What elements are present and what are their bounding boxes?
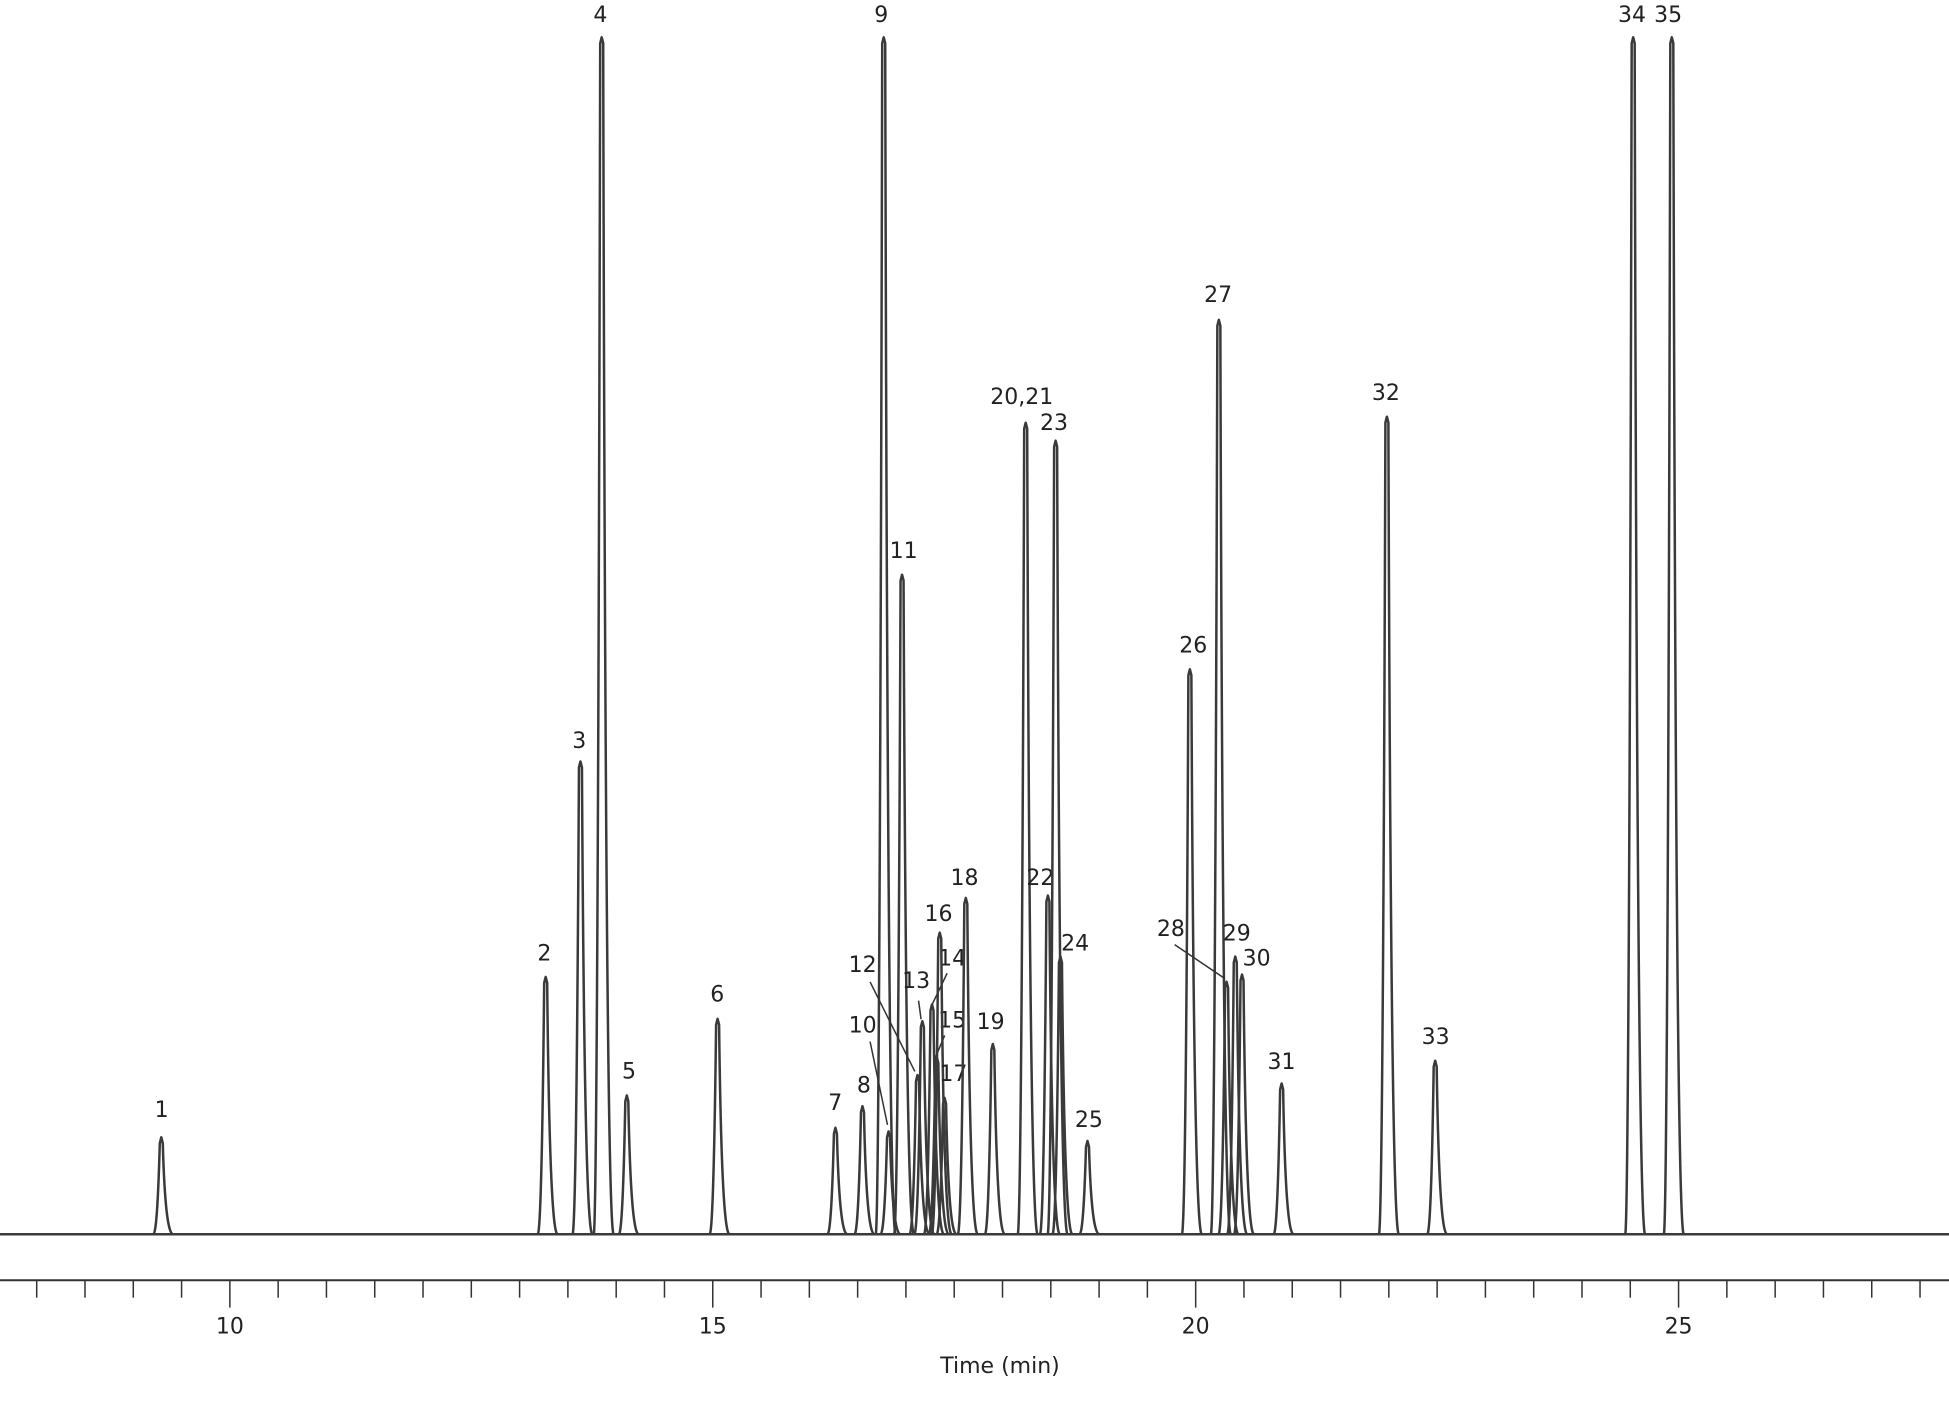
peak — [536, 975, 559, 1236]
peak-label: 13 — [902, 969, 930, 994]
peak-label: 20,21 — [990, 385, 1053, 410]
peak-label: 12 — [849, 953, 877, 978]
peak — [956, 896, 980, 1236]
leader-line — [931, 972, 948, 1005]
peak-label: 32 — [1372, 381, 1400, 406]
peak-label: 14 — [938, 947, 966, 972]
peak-label: 22 — [1026, 866, 1054, 891]
peak-label: 26 — [1179, 633, 1207, 658]
peak-label: 27 — [1204, 283, 1232, 308]
peak — [935, 1096, 958, 1236]
peak — [152, 1136, 174, 1236]
peak-label: 10 — [849, 1014, 877, 1039]
peak — [1078, 1139, 1101, 1236]
peak-label: 4 — [593, 3, 607, 28]
peak-label: 6 — [710, 983, 724, 1008]
peak-label: 11 — [890, 539, 918, 564]
peak-label: 31 — [1268, 1050, 1296, 1075]
x-axis-title: Time (min) — [939, 1354, 1060, 1379]
peak — [853, 1104, 876, 1236]
peak-label: 23 — [1040, 411, 1068, 436]
leader-line — [917, 1000, 922, 1020]
peak — [1209, 318, 1233, 1236]
peak-label: 28 — [1157, 917, 1185, 942]
peak-label: 19 — [977, 1010, 1005, 1035]
peak — [930, 931, 953, 1236]
peak — [1217, 980, 1240, 1236]
peak-label: 16 — [924, 902, 952, 927]
peak — [913, 1019, 936, 1236]
x-tick-label: 25 — [1665, 1315, 1693, 1340]
peak-label: 5 — [622, 1060, 636, 1085]
peak — [1425, 1059, 1449, 1236]
peak — [592, 36, 615, 1236]
peak-label: 7 — [828, 1091, 842, 1116]
peak — [1232, 973, 1256, 1236]
x-tick-label: 20 — [1182, 1315, 1210, 1340]
peak — [1051, 955, 1074, 1236]
peak-label: 30 — [1243, 947, 1271, 972]
x-tick-label: 15 — [699, 1315, 727, 1340]
peak — [1623, 36, 1647, 1236]
x-tick-label: 10 — [216, 1315, 244, 1340]
leader-line — [1174, 944, 1225, 979]
leader-line — [869, 981, 916, 1072]
peak-label: 35 — [1654, 3, 1682, 28]
peak-label: 25 — [1075, 1108, 1103, 1133]
peak — [1226, 955, 1249, 1236]
peak — [1180, 668, 1204, 1236]
peak — [1377, 415, 1401, 1236]
peak — [826, 1126, 849, 1236]
peak-label: 3 — [572, 729, 586, 754]
leader-line — [869, 1041, 889, 1126]
peak-label: 8 — [857, 1073, 871, 1098]
peak — [571, 760, 594, 1236]
peak — [908, 1073, 931, 1236]
peak-label: 2 — [537, 942, 551, 967]
peak-label: 24 — [1061, 932, 1089, 957]
peak — [1016, 421, 1039, 1236]
peak — [708, 1017, 731, 1236]
peak — [1272, 1082, 1295, 1236]
peak — [617, 1094, 640, 1236]
peak — [1046, 439, 1069, 1236]
peak — [874, 36, 897, 1236]
peak-label: 33 — [1422, 1025, 1450, 1050]
peak-label: 18 — [951, 866, 979, 891]
peak-label: 29 — [1223, 922, 1251, 947]
peak-label: 34 — [1618, 3, 1646, 28]
peak — [892, 573, 916, 1236]
peak — [983, 1042, 1007, 1236]
peak-label: 9 — [874, 3, 888, 28]
peak-label: 1 — [155, 1098, 169, 1123]
peak — [1662, 36, 1686, 1236]
